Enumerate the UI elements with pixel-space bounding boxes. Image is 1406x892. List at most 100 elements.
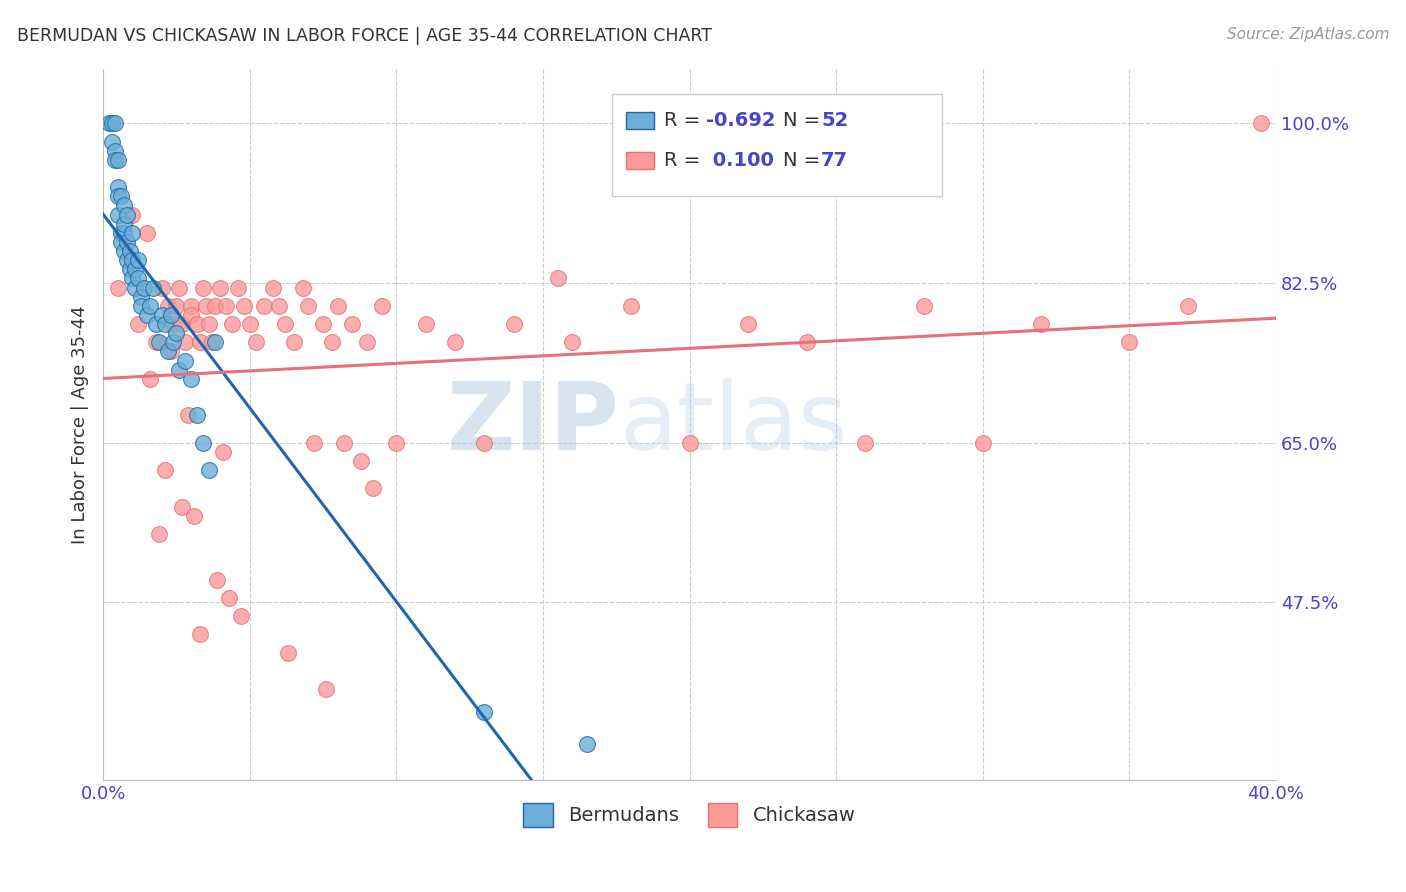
Point bbox=[174, 335, 197, 350]
Point bbox=[188, 335, 211, 350]
Text: N =: N = bbox=[783, 151, 827, 170]
Point bbox=[575, 737, 598, 751]
Point bbox=[370, 299, 392, 313]
Point bbox=[127, 271, 149, 285]
Point bbox=[232, 299, 254, 313]
Point bbox=[153, 317, 176, 331]
Point bbox=[153, 463, 176, 477]
Point bbox=[209, 280, 232, 294]
Point bbox=[110, 189, 132, 203]
Point bbox=[121, 208, 143, 222]
Point bbox=[159, 344, 181, 359]
Point bbox=[148, 335, 170, 350]
Point bbox=[145, 317, 167, 331]
Point bbox=[796, 335, 818, 350]
Point bbox=[277, 646, 299, 660]
Point bbox=[101, 135, 124, 149]
Point bbox=[218, 591, 240, 605]
Text: R =: R = bbox=[664, 111, 706, 130]
Point bbox=[136, 226, 159, 240]
Point bbox=[267, 299, 290, 313]
Point bbox=[101, 116, 124, 130]
Point bbox=[201, 335, 224, 350]
Point bbox=[104, 116, 127, 130]
Point bbox=[194, 299, 217, 313]
Text: 77: 77 bbox=[821, 151, 848, 170]
Point bbox=[180, 299, 202, 313]
Text: 52: 52 bbox=[821, 111, 848, 130]
Point bbox=[107, 189, 129, 203]
Text: Source: ZipAtlas.com: Source: ZipAtlas.com bbox=[1226, 27, 1389, 42]
Point bbox=[129, 290, 152, 304]
Point bbox=[502, 317, 524, 331]
Point bbox=[321, 335, 343, 350]
Point bbox=[162, 317, 184, 331]
Point bbox=[855, 435, 877, 450]
Point bbox=[118, 262, 141, 277]
Point bbox=[678, 435, 700, 450]
Text: ZIP: ZIP bbox=[446, 378, 619, 470]
Point bbox=[561, 335, 583, 350]
Point bbox=[98, 116, 121, 130]
Point bbox=[221, 317, 243, 331]
Point bbox=[361, 481, 384, 495]
Legend: Bermudans, Chickasaw: Bermudans, Chickasaw bbox=[516, 796, 863, 835]
Point bbox=[150, 308, 173, 322]
Point bbox=[118, 244, 141, 258]
Point bbox=[332, 435, 354, 450]
Point bbox=[291, 280, 314, 294]
Point bbox=[972, 435, 994, 450]
Point bbox=[912, 299, 935, 313]
Point bbox=[150, 280, 173, 294]
Point bbox=[169, 362, 191, 376]
Point bbox=[197, 463, 219, 477]
Point bbox=[472, 435, 495, 450]
Point bbox=[326, 299, 349, 313]
Point bbox=[547, 271, 569, 285]
Text: N =: N = bbox=[783, 111, 827, 130]
Point bbox=[215, 299, 238, 313]
Point bbox=[472, 705, 495, 719]
Point bbox=[148, 527, 170, 541]
Point bbox=[136, 308, 159, 322]
Point bbox=[180, 372, 202, 386]
Point bbox=[127, 317, 149, 331]
Point bbox=[1031, 317, 1053, 331]
Point bbox=[139, 299, 162, 313]
Point bbox=[107, 208, 129, 222]
Point bbox=[121, 226, 143, 240]
Point bbox=[1118, 335, 1140, 350]
Point bbox=[110, 235, 132, 249]
Point bbox=[142, 280, 165, 294]
Text: 0.100: 0.100 bbox=[706, 151, 773, 170]
Point bbox=[737, 317, 759, 331]
Point bbox=[207, 573, 229, 587]
Point bbox=[197, 317, 219, 331]
Point bbox=[112, 198, 135, 212]
Point bbox=[145, 335, 167, 350]
Point bbox=[139, 372, 162, 386]
Point bbox=[245, 335, 267, 350]
Point bbox=[107, 180, 129, 194]
Point bbox=[620, 299, 643, 313]
Point bbox=[112, 226, 135, 240]
Point bbox=[121, 253, 143, 268]
Point bbox=[186, 317, 208, 331]
Point bbox=[1177, 299, 1199, 313]
Point bbox=[121, 271, 143, 285]
Point bbox=[165, 326, 187, 340]
Point bbox=[204, 335, 226, 350]
Point bbox=[115, 235, 138, 249]
Point bbox=[115, 208, 138, 222]
Point bbox=[204, 299, 226, 313]
Point bbox=[239, 317, 262, 331]
Point bbox=[1250, 116, 1272, 130]
Point bbox=[356, 335, 378, 350]
Text: R =: R = bbox=[664, 151, 706, 170]
Point bbox=[174, 353, 197, 368]
Point bbox=[124, 262, 146, 277]
Point bbox=[156, 344, 179, 359]
Point bbox=[134, 280, 156, 294]
Point bbox=[129, 299, 152, 313]
Point bbox=[186, 409, 208, 423]
